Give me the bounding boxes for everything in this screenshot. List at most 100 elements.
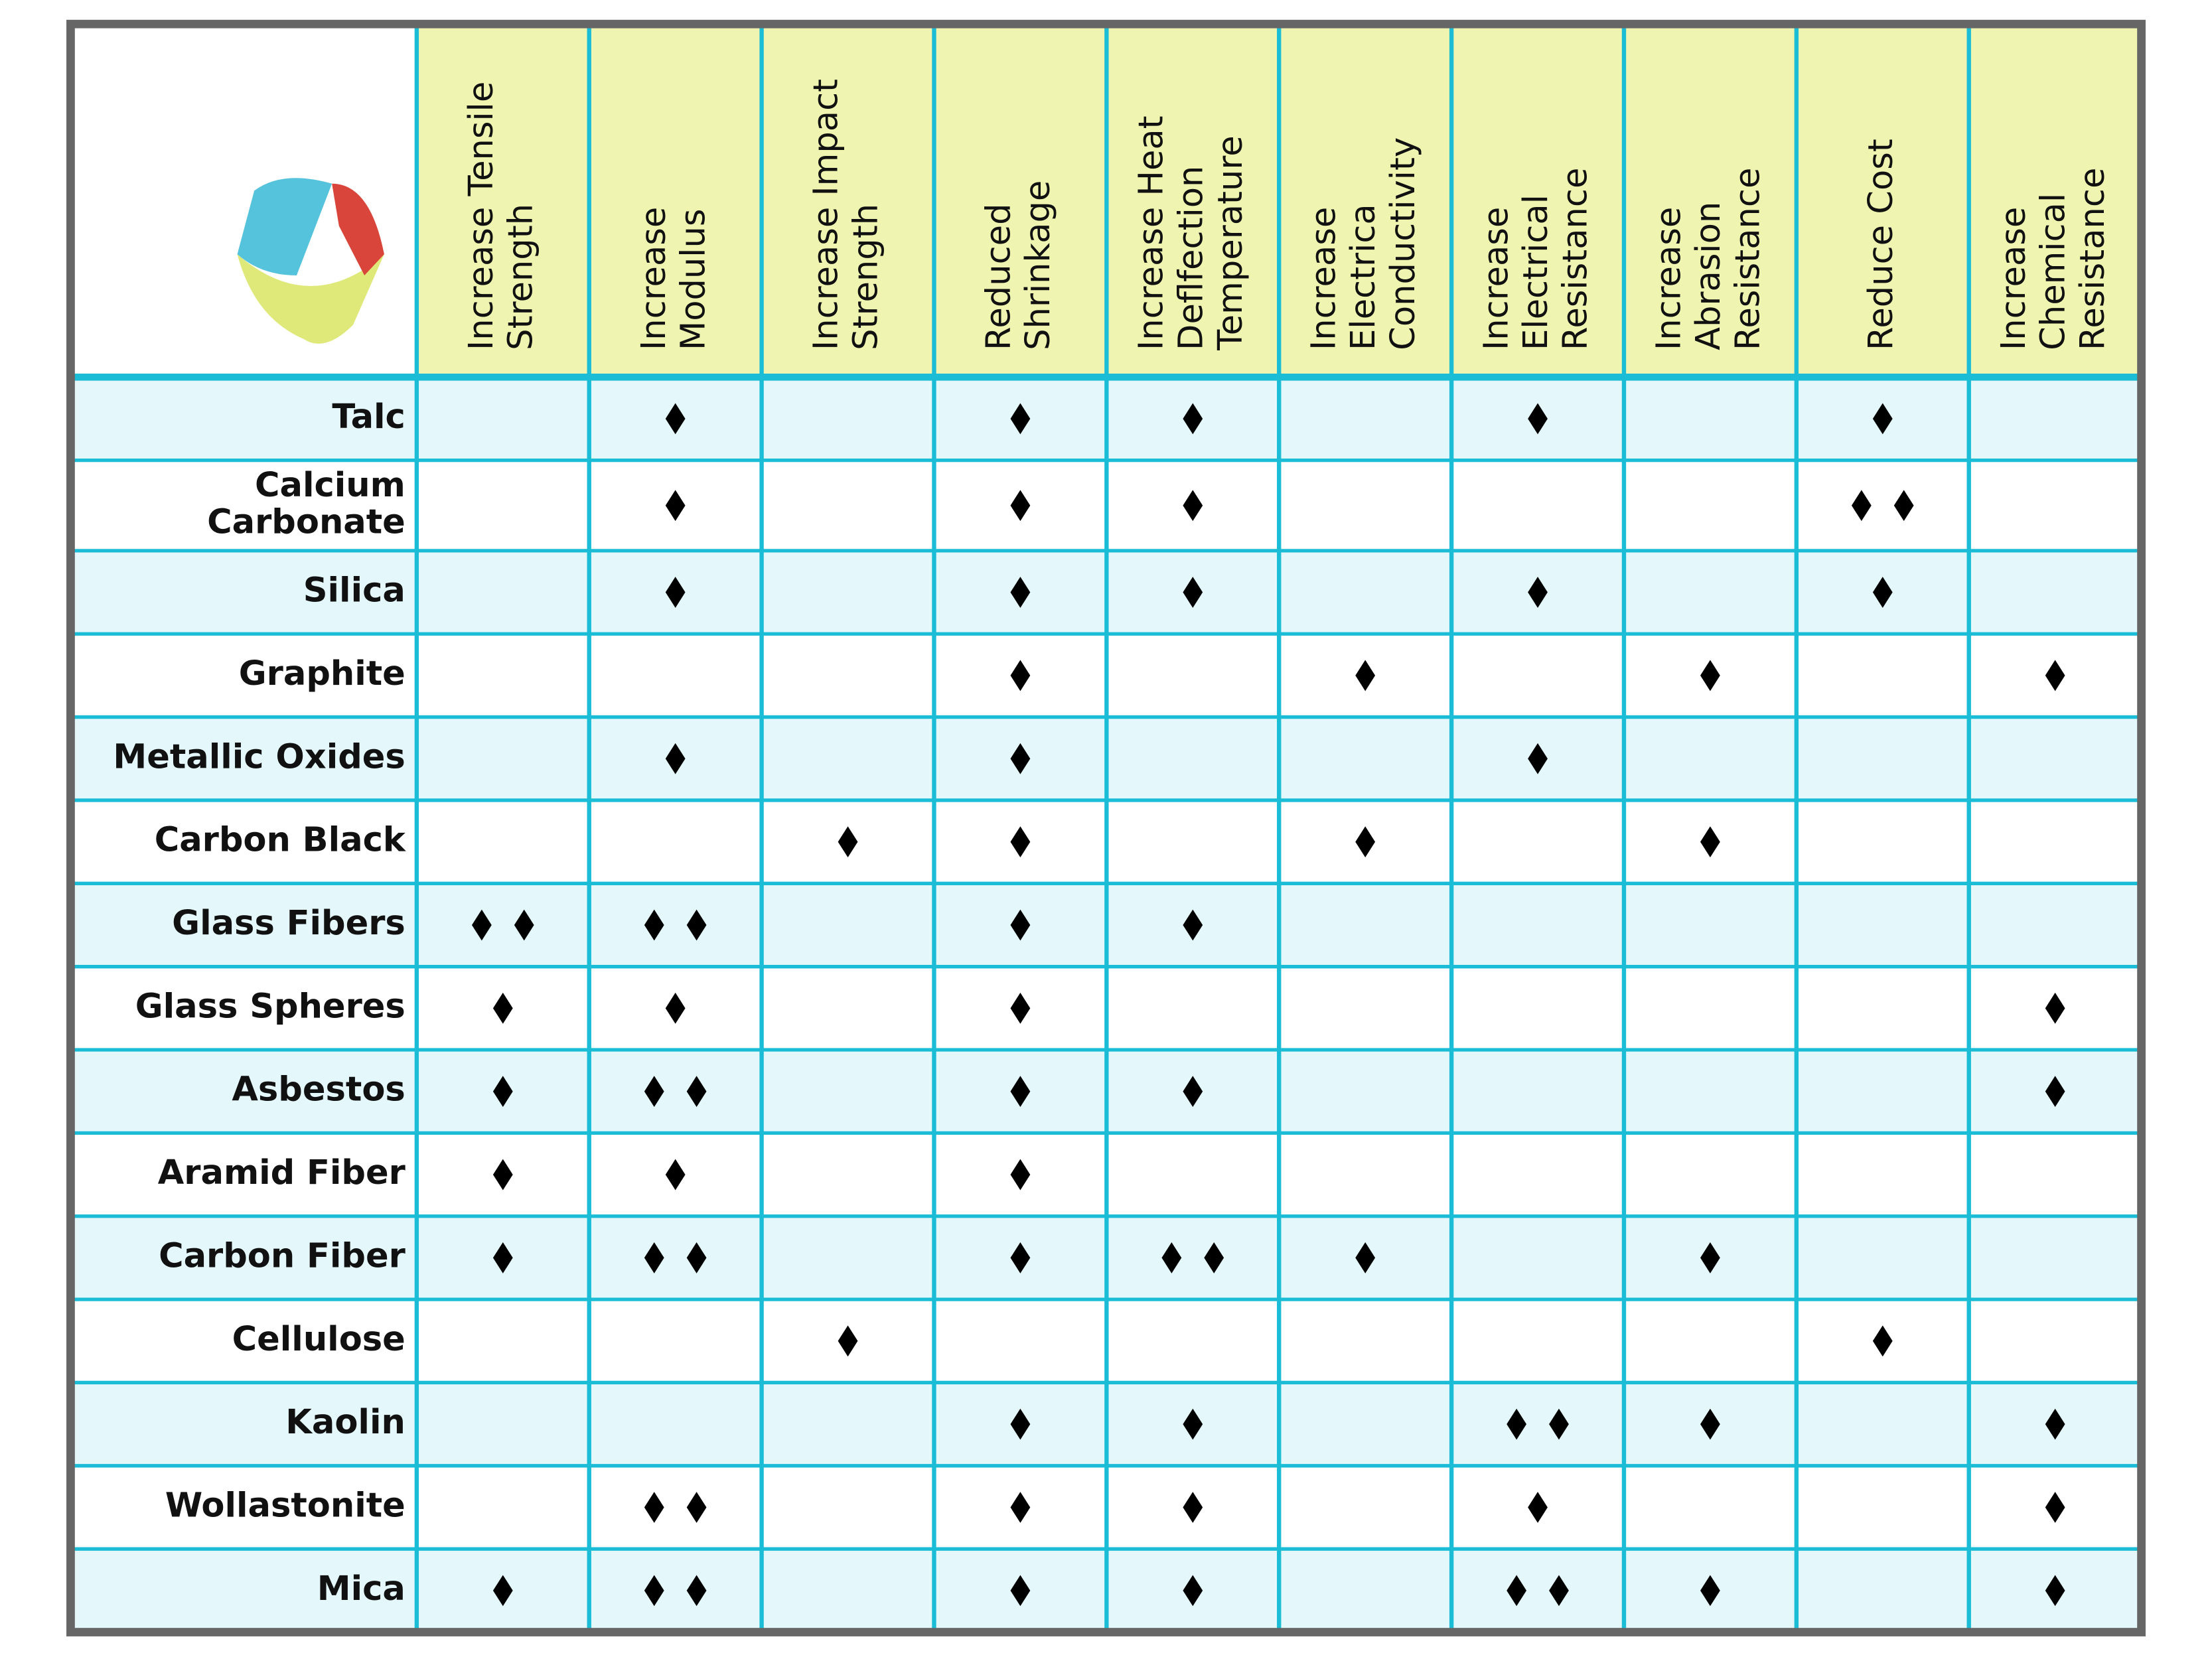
row-label: Talc <box>332 397 406 437</box>
cell <box>644 1076 707 1108</box>
cell <box>838 826 858 858</box>
diamond <box>1204 1242 1224 1273</box>
cell <box>1700 1408 1720 1440</box>
cell <box>1183 909 1203 941</box>
diamond <box>1700 660 1720 691</box>
column-header: Strength <box>502 204 541 350</box>
cell <box>644 1242 707 1273</box>
diamond <box>1507 1408 1527 1440</box>
diamond <box>1700 1242 1720 1273</box>
diamond <box>665 577 686 608</box>
cell <box>1161 1242 1224 1273</box>
diamond <box>838 1325 858 1357</box>
diamond <box>1183 1076 1203 1108</box>
column-header: Reduce Cost <box>1862 139 1901 350</box>
diamond <box>686 909 707 941</box>
cell <box>2045 660 2065 691</box>
diamond <box>1528 1492 1548 1523</box>
diamond <box>838 826 858 858</box>
column-header: Resistance <box>1556 168 1595 350</box>
diamond <box>1528 743 1548 774</box>
diamond <box>644 1076 664 1108</box>
diamond <box>1851 490 1872 522</box>
diamond <box>1183 490 1203 522</box>
row-label: Carbon Fiber <box>159 1236 406 1275</box>
cell <box>1700 1242 1720 1273</box>
row-label: Kaolin <box>285 1403 406 1442</box>
diamond <box>686 1492 707 1523</box>
column-header: Resistance <box>2073 168 2112 350</box>
row-label: Graphite <box>239 654 406 693</box>
diamond <box>1161 1242 1182 1273</box>
cell <box>1700 660 1720 691</box>
row-label: Glass Spheres <box>135 987 406 1026</box>
cell <box>665 992 686 1024</box>
diamond <box>1183 1408 1203 1440</box>
row-label: Carbon Black <box>155 821 406 860</box>
column-header: Increase Tensile <box>462 82 501 350</box>
diamond <box>644 1242 664 1273</box>
cell <box>1528 1492 1548 1523</box>
diamond <box>1183 577 1203 608</box>
column-header: Temperature <box>1211 135 1250 351</box>
column-header: Abrasion <box>1689 202 1728 350</box>
diamond <box>1528 577 1548 608</box>
diamond <box>471 909 492 941</box>
cell <box>2045 992 2065 1024</box>
cell <box>1528 577 1548 608</box>
diamond <box>2045 1408 2065 1440</box>
cell <box>1183 1408 1203 1440</box>
cell <box>644 1492 707 1523</box>
column-header: Electrical <box>1516 194 1556 350</box>
diamond <box>2045 1492 2065 1523</box>
diamond <box>1700 1408 1720 1440</box>
row-label: Asbestos <box>232 1070 405 1110</box>
cell <box>838 1325 858 1357</box>
diamond <box>665 992 686 1024</box>
column-header: Conductivity <box>1384 137 1423 350</box>
cell <box>1183 577 1203 608</box>
row-label: Aramid Fiber <box>158 1153 406 1192</box>
diamond <box>2045 660 2065 691</box>
diamond <box>686 1242 707 1273</box>
column-header: Deflfection <box>1171 166 1211 350</box>
diamond <box>665 490 686 522</box>
cell <box>1700 826 1720 858</box>
cell <box>665 743 686 774</box>
diamond <box>644 1492 664 1523</box>
cell <box>665 490 686 522</box>
cell <box>1183 1076 1203 1108</box>
row-label: Metallic Oxides <box>113 737 405 776</box>
logo <box>237 178 384 344</box>
column-header: Increase <box>1305 207 1344 350</box>
column-header: Chemical <box>2034 193 2073 350</box>
cell <box>1528 743 1548 774</box>
column-header: Increase Heat <box>1132 115 1171 350</box>
row-label: Glass Fibers <box>172 904 406 943</box>
row-label: Mica <box>317 1569 406 1609</box>
column-header: Resistance <box>1728 168 1767 350</box>
cell <box>2045 1492 2065 1523</box>
column-header: Electrica <box>1344 204 1383 350</box>
diamond <box>1183 909 1203 941</box>
column-header: Increase Impact <box>807 79 846 350</box>
column-header: Strength <box>846 204 885 350</box>
column-header: Increase <box>1477 207 1516 350</box>
diamond <box>2045 992 2065 1024</box>
cell <box>665 577 686 608</box>
cell <box>665 1159 686 1190</box>
column-header: Modulus <box>674 209 713 350</box>
diamond <box>686 1076 707 1108</box>
column-header: Increase <box>1649 207 1688 350</box>
column-header: Increase <box>1994 207 2033 350</box>
diamond <box>1700 826 1720 858</box>
cell <box>1507 1408 1569 1440</box>
cell <box>2045 1408 2065 1440</box>
column-header: Shrinkage <box>1019 180 1058 350</box>
diamond <box>1549 1408 1569 1440</box>
diamond <box>665 1159 686 1190</box>
row-label: Wollastonite <box>165 1486 406 1526</box>
diamond <box>665 743 686 774</box>
